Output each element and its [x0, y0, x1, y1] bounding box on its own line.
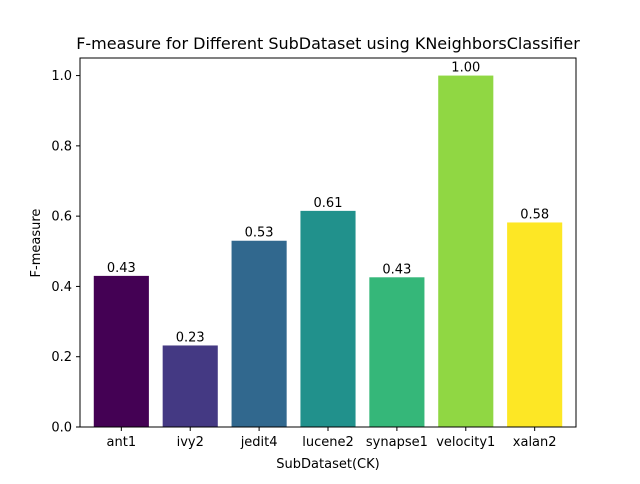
- value-labels-layer: 0.43 0.23 0.53 0.61 0.43 1.00 0.58: [107, 61, 549, 346]
- y-tick-label: 0.2: [51, 350, 72, 365]
- x-tick-label: lucene2: [302, 435, 354, 450]
- bars-layer: [93, 75, 563, 428]
- bar-value-label: 0.43: [382, 262, 411, 277]
- bar-value-label: 1.00: [451, 61, 480, 76]
- bar-xalan2: [507, 222, 563, 427]
- x-tick-label: ant1: [107, 435, 137, 450]
- bar-ant1: [93, 275, 149, 427]
- x-tick-label: xalan2: [513, 435, 557, 450]
- bar-jedit4: [231, 240, 287, 427]
- bar-ivy2: [162, 345, 218, 427]
- x-axis-label: SubDataset(CK): [276, 457, 379, 472]
- y-tick-label: 0.6: [51, 210, 72, 225]
- bar-value-label: 0.43: [107, 261, 136, 276]
- bar-value-label: 0.61: [314, 196, 343, 211]
- y-axis: 0.0 0.2 0.4 0.6 0.8 1.0: [51, 69, 80, 436]
- plot-frame: [79, 57, 577, 428]
- bar-value-label: 0.53: [245, 226, 274, 241]
- x-tick-label: ivy2: [177, 435, 204, 450]
- y-tick-label: 0.4: [51, 280, 72, 295]
- bar-synapse1: [369, 277, 425, 427]
- y-tick-label: 0.8: [51, 139, 72, 154]
- bar-value-label: 0.23: [176, 330, 205, 345]
- bar-value-label: 0.58: [520, 207, 549, 222]
- x-tick-label: velocity1: [436, 435, 495, 450]
- bar-velocity1: [438, 75, 494, 428]
- x-tick-label: synapse1: [366, 435, 428, 450]
- x-axis: ant1 ivy2 jedit4 lucene2 synapse1 velocity1 xa…: [107, 427, 557, 450]
- chart-title: F-measure for Different SubDataset using…: [76, 34, 580, 53]
- y-tick-label: 0.0: [51, 421, 72, 436]
- x-tick-label: jedit4: [240, 435, 278, 450]
- bar-lucene2: [300, 210, 356, 427]
- y-tick-label: 1.0: [51, 69, 72, 84]
- y-axis-label: F-measure: [29, 209, 44, 278]
